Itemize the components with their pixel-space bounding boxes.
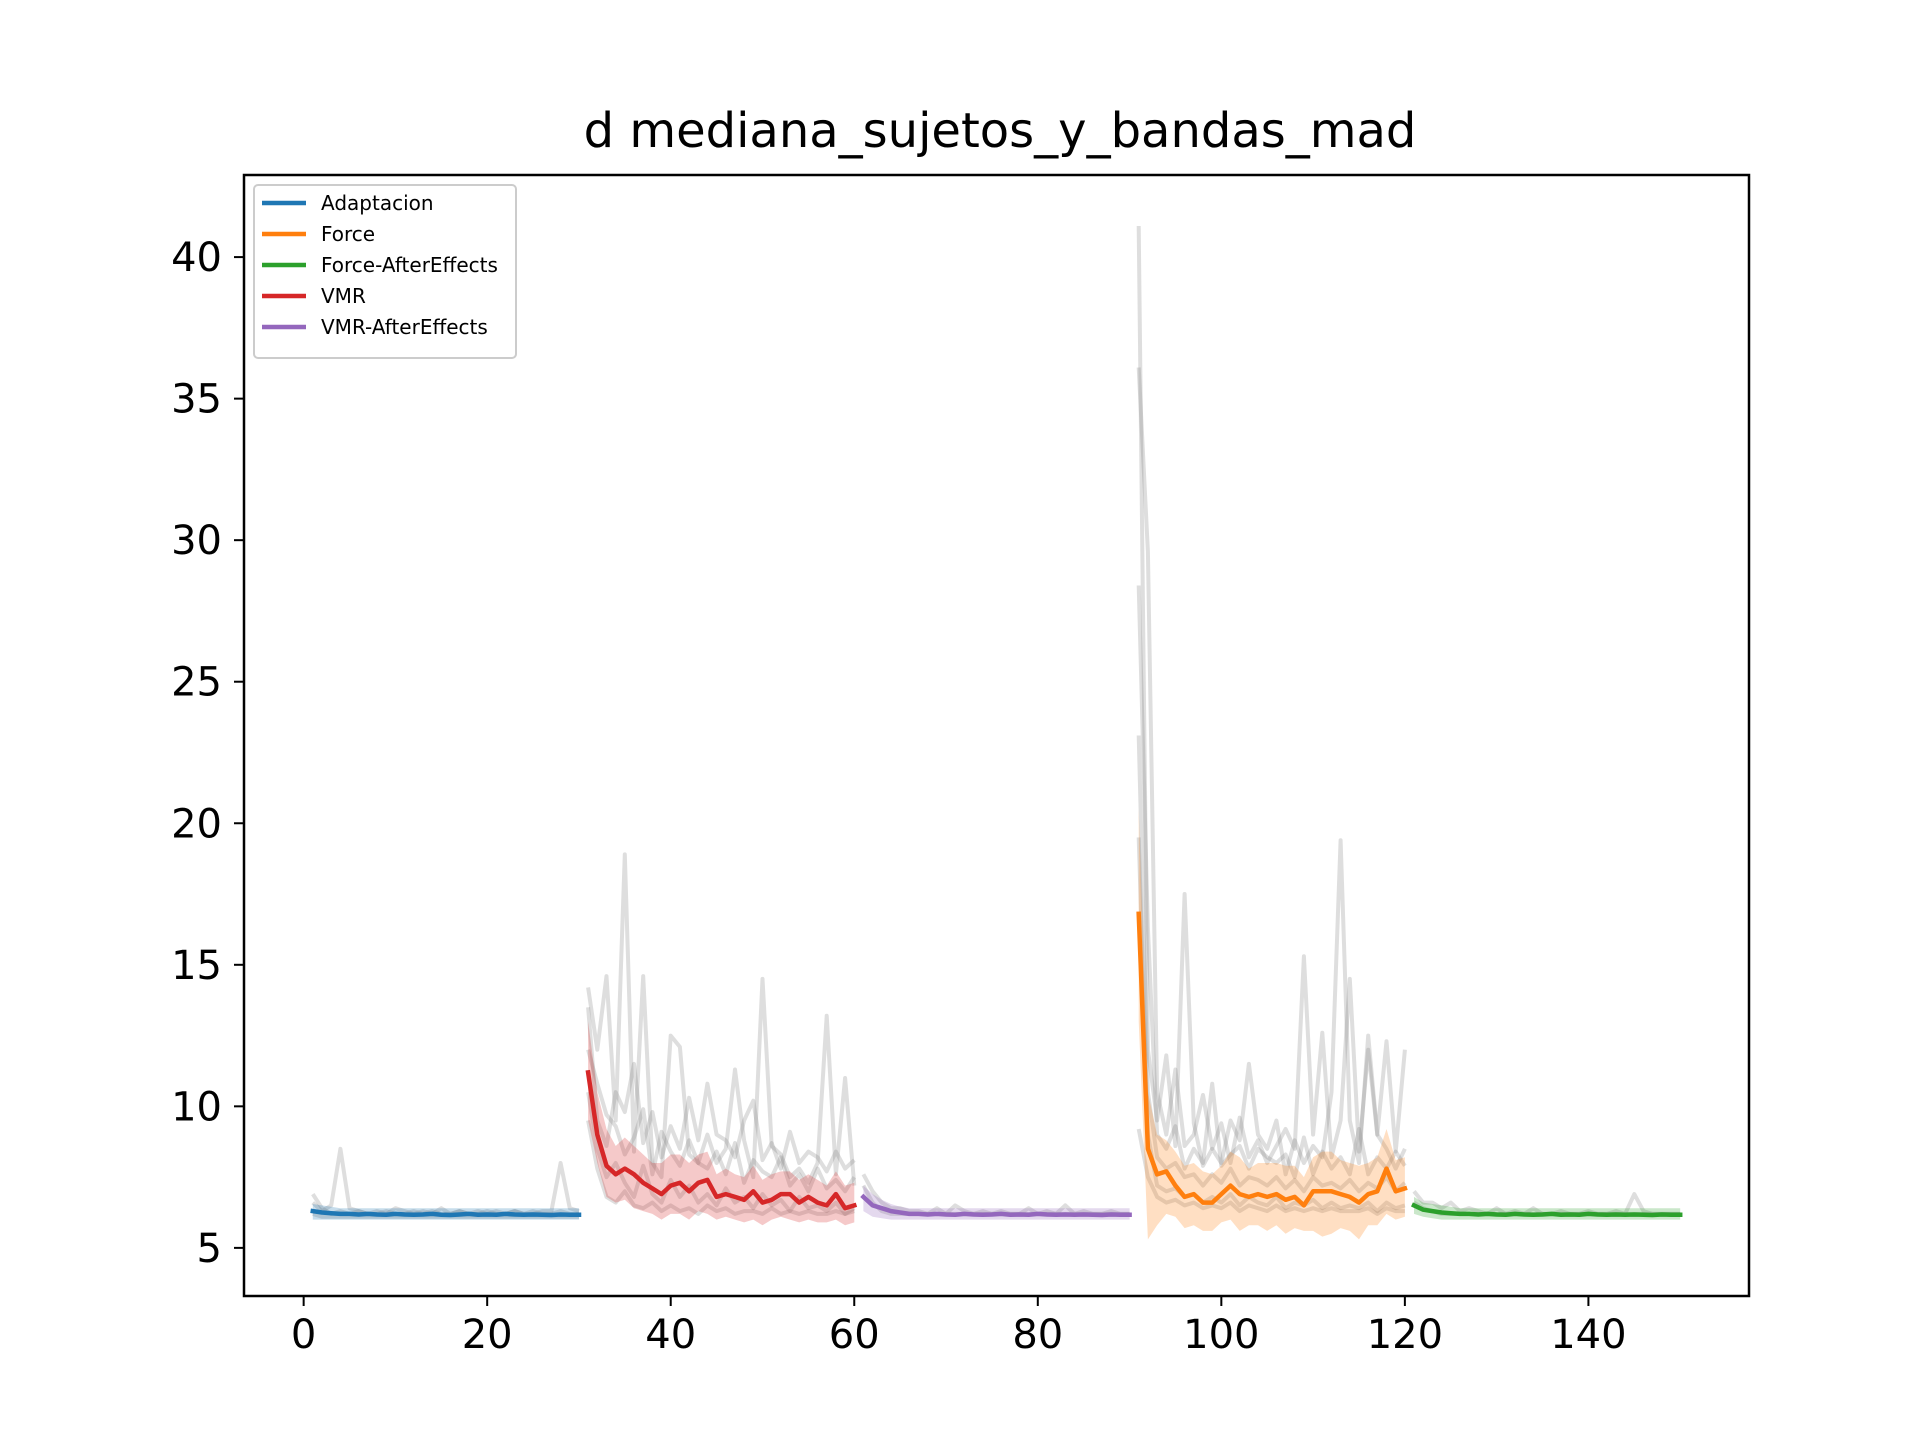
x-tick-label-60: 60: [829, 1312, 880, 1358]
y-tick-label-10: 10: [171, 1084, 222, 1130]
subject-trace-13: [1136, 735, 1407, 1194]
subject-trace-15: [1136, 1128, 1405, 1216]
x-tick-label-0: 0: [291, 1312, 316, 1358]
y-tick-label-15: 15: [171, 943, 222, 989]
series-line-vmr-aftereffects: [860, 1193, 1132, 1218]
x-tick-label-120: 120: [1367, 1312, 1443, 1358]
x-tick-label-140: 140: [1550, 1312, 1626, 1358]
y-tick-label-30: 30: [171, 518, 222, 564]
x-tick-label-100: 100: [1183, 1312, 1259, 1358]
subject-trace-4: [586, 1007, 856, 1174]
y-tick-label-20: 20: [171, 801, 222, 847]
x-tick-label-20: 20: [462, 1312, 513, 1358]
median-series: [310, 911, 1683, 1218]
y-axis: 5 10 15 20 25 30 35 40: [171, 235, 244, 1272]
y-tick-label-5: 5: [197, 1226, 222, 1272]
band-vmr-aftereffects: [863, 1185, 1130, 1220]
subject-trace-10: [1136, 225, 1407, 1177]
legend-box: [253, 184, 517, 359]
subject-trace-12: [1136, 585, 1407, 1180]
legend-label-vmr: VMR: [321, 284, 366, 308]
series-line-vmr: [585, 1069, 858, 1211]
chart-title: d mediana_sujetos_y_bandas_mad: [584, 103, 1417, 159]
y-tick-label-25: 25: [171, 660, 222, 706]
subject-trace-5: [586, 1049, 856, 1194]
series-line-force-aftereffects: [1411, 1202, 1683, 1218]
y-tick-label-35: 35: [171, 377, 222, 423]
subject-trace-7: [586, 1120, 855, 1216]
legend: Adaptacion Force Force-AfterEffects VMR VMR-…: [253, 184, 517, 359]
plot-frame: [242, 173, 1751, 1298]
legend-label-force: Force: [321, 222, 375, 246]
legend-label-vmr-aftereffects: VMR-AfterEffects: [321, 315, 488, 339]
subject-trace-11: [1136, 367, 1407, 1165]
series-line-adaptacion: [310, 1208, 582, 1218]
x-tick-label-40: 40: [645, 1312, 696, 1358]
x-axis: 0 20 40 60 80 100 120 140: [291, 1296, 1627, 1358]
series-line-force: [1136, 911, 1408, 1208]
band-force: [1138, 809, 1405, 1240]
legend-label-force-aftereffects: Force-AfterEffects: [321, 253, 498, 277]
band-vmr: [588, 1021, 855, 1226]
subject-trace-3: [586, 852, 857, 1186]
x-tick-label-80: 80: [1012, 1312, 1063, 1358]
y-tick-label-40: 40: [171, 235, 222, 281]
legend-label-adaptacion: Adaptacion: [321, 191, 434, 215]
